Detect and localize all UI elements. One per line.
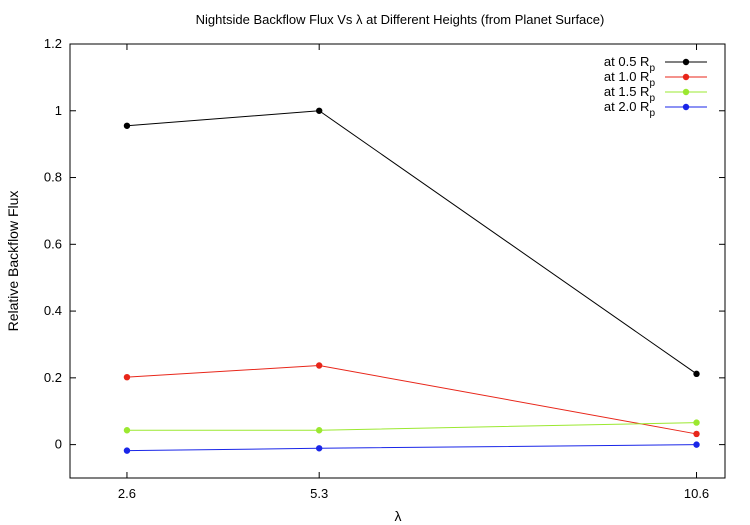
y-tick-label: 1.2 [44, 36, 62, 51]
x-tick-label: 2.6 [118, 486, 136, 501]
data-point [123, 373, 131, 381]
data-point [123, 122, 131, 129]
legend-marker [682, 103, 690, 111]
legend-item: at 0.5 Rp [604, 54, 707, 74]
series-2 [123, 419, 700, 434]
series-line [126, 422, 697, 431]
y-tick-label: 0.4 [44, 303, 62, 318]
data-point [315, 427, 323, 434]
data-point [315, 362, 323, 369]
data-point [693, 441, 700, 448]
data-point [693, 370, 700, 378]
chart-title: Nightside Backflow Flux Vs λ at Differen… [196, 12, 605, 27]
data-point [315, 445, 323, 452]
data-point [693, 430, 700, 438]
legend-item: at 1.5 Rp [604, 84, 707, 104]
data-point [693, 419, 700, 426]
y-axis-label: Relative Backflow Flux [5, 191, 21, 332]
legend-label: at 1.5 Rp [604, 84, 656, 104]
y-tick-label: 1 [55, 103, 62, 118]
axis-ticks [70, 43, 725, 478]
series-line [126, 444, 697, 452]
y-tick-label: 0.6 [44, 236, 62, 251]
legend-marker [682, 73, 690, 81]
legend-marker [682, 58, 690, 66]
x-tick-label: 5.3 [310, 486, 328, 501]
y-tick-label: 0.8 [44, 170, 62, 185]
x-axis-label: λ [395, 508, 402, 524]
y-tick-label: 0.2 [44, 370, 62, 385]
data-point [315, 107, 323, 114]
series-3 [123, 441, 700, 454]
y-axis-tick-labels: 0 0.2 0.4 0.6 0.8 1 1.2 [44, 36, 62, 452]
plot-area-frame [69, 43, 726, 479]
x-tick-label: 10.6 [684, 486, 709, 501]
series-layer [123, 107, 700, 454]
legend-label: at 0.5 Rp [604, 54, 656, 74]
legend-label: at 1.0 Rp [604, 69, 656, 89]
y-tick-label: 0 [55, 437, 62, 452]
legend-marker [682, 88, 690, 96]
series-line [126, 110, 697, 375]
series-line [126, 364, 697, 435]
x-axis-tick-labels: 2.6 5.3 10.6 [118, 486, 709, 501]
data-point [123, 427, 131, 434]
legend-item: at 2.0 Rp [604, 99, 707, 119]
series-1 [123, 362, 700, 438]
series-0 [123, 107, 700, 378]
legend-label: at 2.0 Rp [604, 99, 656, 119]
data-point [123, 447, 131, 454]
legend-item: at 1.0 Rp [604, 69, 707, 89]
